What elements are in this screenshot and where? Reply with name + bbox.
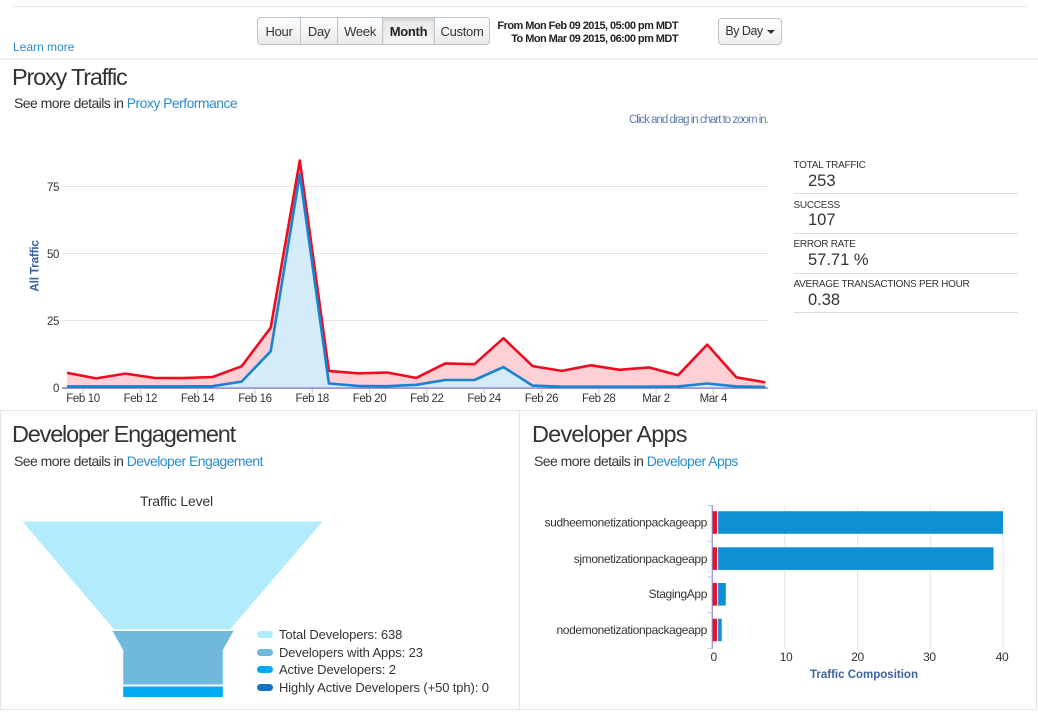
svg-text:25: 25 (47, 316, 59, 328)
svg-text:0: 0 (710, 650, 717, 664)
svg-text:30: 30 (923, 650, 936, 664)
svg-text:Feb 26: Feb 26 (525, 393, 558, 405)
svg-text:10: 10 (780, 650, 793, 664)
svg-text:Mar 4: Mar 4 (700, 393, 728, 405)
svg-text:Feb 20: Feb 20 (353, 393, 386, 405)
svg-text:0: 0 (53, 383, 59, 395)
svg-text:Feb 22: Feb 22 (410, 393, 443, 405)
svg-text:sudheemonetizationpackageapp: sudheemonetizationpackageapp (545, 516, 708, 530)
svg-text:All Traffic: All Traffic (28, 240, 42, 292)
svg-text:nodemonetizationpackageapp: nodemonetizationpackageapp (556, 623, 707, 637)
svg-text:Feb 24: Feb 24 (467, 393, 501, 405)
svg-text:Feb 16: Feb 16 (238, 393, 271, 405)
svg-text:sjmonetizationpackageapp: sjmonetizationpackageapp (574, 552, 708, 566)
svg-text:Feb 14: Feb 14 (181, 393, 215, 405)
svg-text:40: 40 (996, 650, 1009, 664)
svg-text:50: 50 (47, 249, 59, 261)
svg-text:Mar 2: Mar 2 (642, 393, 669, 405)
svg-text:Traffic Composition: Traffic Composition (810, 669, 918, 681)
svg-text:Feb 12: Feb 12 (124, 393, 157, 405)
svg-text:20: 20 (851, 650, 864, 664)
svg-text:Feb 18: Feb 18 (295, 393, 328, 405)
svg-text:Feb 28: Feb 28 (582, 393, 615, 405)
svg-text:75: 75 (47, 182, 59, 194)
svg-text:StagingApp: StagingApp (649, 587, 708, 601)
svg-text:Feb 10: Feb 10 (66, 393, 99, 405)
